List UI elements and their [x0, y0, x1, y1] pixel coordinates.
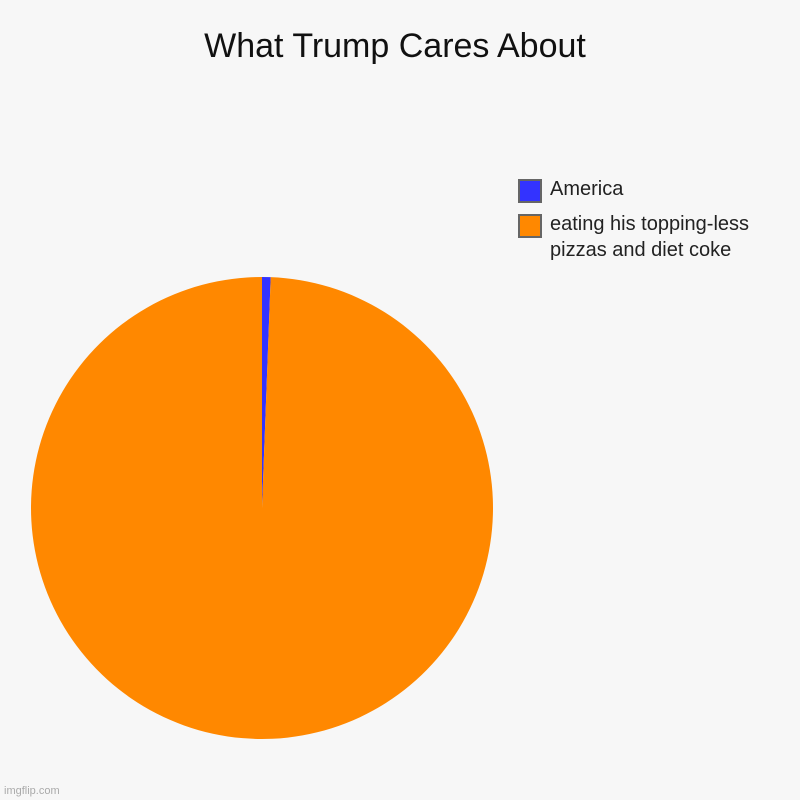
watermark: imgflip.com: [4, 785, 60, 797]
pie-slice: [262, 277, 271, 508]
legend-label: eating his topping-less pizzas and diet …: [550, 213, 750, 261]
legend: America eating his topping-less pizzas an…: [518, 178, 788, 273]
chart-title: What Trump Cares About: [204, 27, 586, 65]
legend-item: America: [518, 178, 788, 203]
legend-item: eating his topping-less pizzas and diet …: [518, 213, 788, 263]
pie-slice: [31, 277, 494, 739]
legend-swatch: [518, 179, 542, 203]
legend-swatch: [518, 214, 542, 238]
legend-label: America: [550, 178, 624, 200]
